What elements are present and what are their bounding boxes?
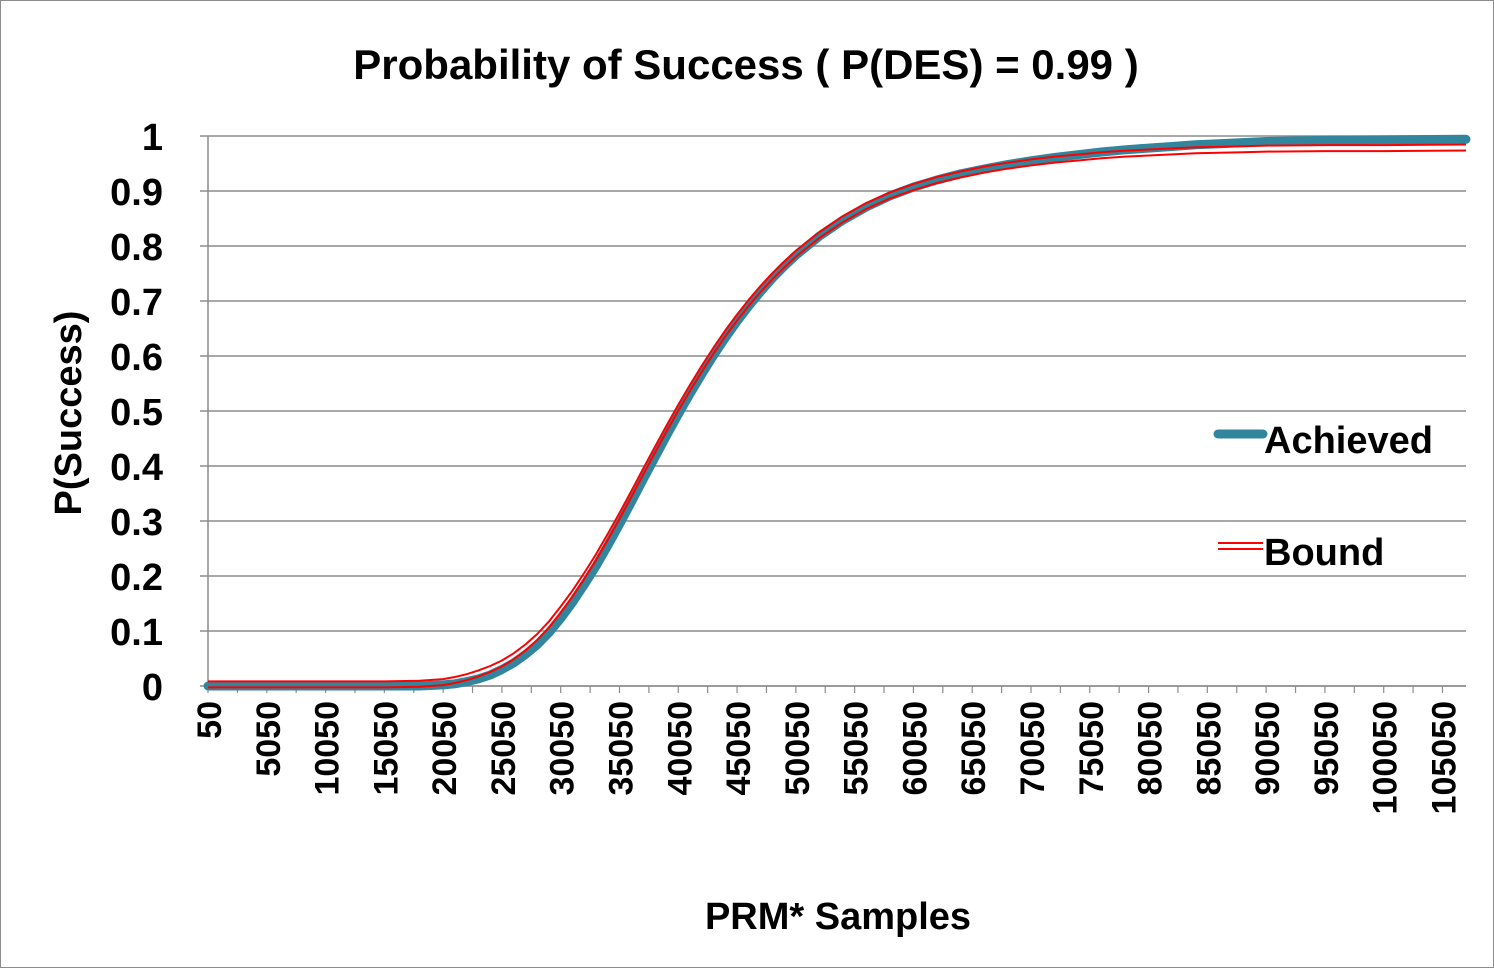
x-tick-label-8: 40050 xyxy=(661,701,699,796)
y-tick-label-1: 0.1 xyxy=(110,612,163,654)
x-tick-label-20: 100050 xyxy=(1367,701,1405,814)
y-tick-label-4: 0.4 xyxy=(110,447,163,489)
x-tick-label-4: 20050 xyxy=(426,701,464,796)
x-tick-labels: 50 5050 10050 15050 20050 25050 30050 35050 4005… xyxy=(191,701,1463,814)
x-tick-label-16: 80050 xyxy=(1132,701,1170,796)
series-line-achieved xyxy=(203,134,1471,691)
gridlines xyxy=(200,135,1466,687)
y-tick-label-9: 0.9 xyxy=(110,172,163,214)
x-tick-label-14: 70050 xyxy=(1014,701,1052,796)
x-tick-label-18: 90050 xyxy=(1249,701,1287,796)
x-tick-label-0: 50 xyxy=(191,701,229,739)
x-tick-label-11: 55050 xyxy=(838,701,876,796)
x-tick-label-6: 30050 xyxy=(544,701,582,796)
x-axis-label: PRM* Samples xyxy=(705,896,971,938)
x-tick-label-2: 10050 xyxy=(309,701,347,796)
legend: Achieved Bound xyxy=(1213,420,1433,574)
chart-title: Probability of Success ( P(DES) = 0.99 ) xyxy=(353,41,1138,88)
y-tick-label-6: 0.6 xyxy=(110,337,163,379)
legend-label-bound: Bound xyxy=(1264,532,1384,574)
x-tick-label-12: 60050 xyxy=(896,701,934,796)
x-tick-label-3: 15050 xyxy=(367,701,405,796)
series-line-bound-lower xyxy=(208,149,1467,689)
y-tick-label-2: 0.2 xyxy=(110,557,163,599)
y-tick-label-10: 1 xyxy=(142,117,163,159)
x-tick-label-7: 35050 xyxy=(602,701,640,796)
series-lines xyxy=(203,134,1471,691)
x-tick-label-19: 95050 xyxy=(1308,701,1346,796)
series-line-bound-upper xyxy=(208,143,1467,683)
x-tick-label-15: 75050 xyxy=(1073,701,1111,796)
x-tick-label-9: 45050 xyxy=(720,701,758,796)
x-tick-label-10: 50050 xyxy=(779,701,817,796)
x-tick-label-17: 85050 xyxy=(1190,701,1228,796)
y-tick-label-5: 0.5 xyxy=(110,392,163,434)
x-tick-label-21: 105050 xyxy=(1425,701,1463,814)
y-tick-label-0: 0 xyxy=(142,667,163,709)
x-tick-label-1: 5050 xyxy=(250,701,288,777)
y-tick-labels: 0 0.1 0.2 0.3 0.4 0.5 0.6 0.7 0.8 0.9 1 xyxy=(110,117,163,709)
x-tick-label-13: 65050 xyxy=(955,701,993,796)
y-tick-label-7: 0.7 xyxy=(110,282,163,324)
legend-label-achieved: Achieved xyxy=(1264,420,1433,462)
y-axis-label: P(Success) xyxy=(48,311,90,516)
x-tick-label-5: 25050 xyxy=(485,701,523,796)
y-tick-label-8: 0.8 xyxy=(110,227,163,269)
y-tick-label-3: 0.3 xyxy=(110,502,163,544)
